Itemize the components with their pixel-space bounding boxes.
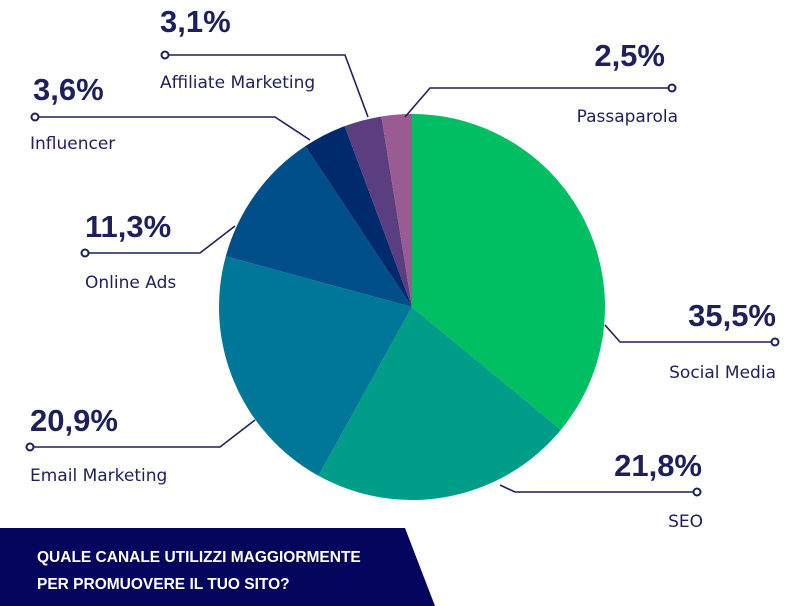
leader-line-social-media — [604, 324, 775, 343]
leader-line-passaparola — [404, 87, 672, 118]
category-label-seo: SEO — [668, 512, 703, 532]
pie-slice-affiliate-marketing — [344, 116, 412, 307]
data-label-affiliate-marketing: 3,1% — [160, 4, 231, 39]
pie-slice-passaparola — [381, 114, 412, 307]
chart-title: QUALE CANALE UTILIZZI MAGGIORMENTE PER P… — [37, 549, 361, 593]
data-label-passaparola: 2,5% — [594, 38, 665, 73]
pie-slice-social-media — [412, 114, 605, 430]
category-label-email-marketing: Email Marketing — [30, 466, 167, 486]
leader-dot-email-marketing — [25, 442, 35, 452]
data-label-email-marketing: 20,9% — [30, 403, 118, 438]
pie-slice-email-marketing — [219, 256, 412, 476]
pie-slice-seo — [318, 307, 561, 500]
title-banner: QUALE CANALE UTILIZZI MAGGIORMENTE PER P… — [0, 528, 435, 606]
category-label-online-ads: Online Ads — [85, 273, 176, 293]
leader-line-seo — [499, 484, 697, 493]
leader-line-email-marketing — [30, 419, 256, 448]
leader-dot-seo — [692, 487, 702, 497]
category-label-influencer: Influencer — [30, 134, 115, 154]
leader-line-online-ads — [85, 225, 236, 254]
leader-line-influencer — [35, 116, 311, 141]
data-label-seo: 21,8% — [614, 448, 702, 483]
data-label-influencer: 3,6% — [33, 72, 104, 107]
leader-dot-affiliate-marketing — [160, 50, 170, 60]
pie-slice-influencer — [305, 126, 412, 307]
leader-dot-online-ads — [80, 248, 90, 258]
category-label-social-media: Social Media — [669, 363, 776, 383]
leader-dot-social-media — [770, 337, 780, 347]
leader-line-affiliate-marketing — [165, 54, 369, 118]
leader-dot-passaparola — [667, 83, 677, 93]
pie-slice-online-ads — [225, 146, 412, 307]
category-label-passaparola: Passaparola — [577, 107, 678, 127]
data-label-social-media: 35,5% — [688, 298, 776, 333]
leader-dot-influencer — [30, 112, 40, 122]
category-label-affiliate-marketing: Affiliate Marketing — [160, 73, 315, 93]
data-label-online-ads: 11,3% — [85, 209, 171, 244]
